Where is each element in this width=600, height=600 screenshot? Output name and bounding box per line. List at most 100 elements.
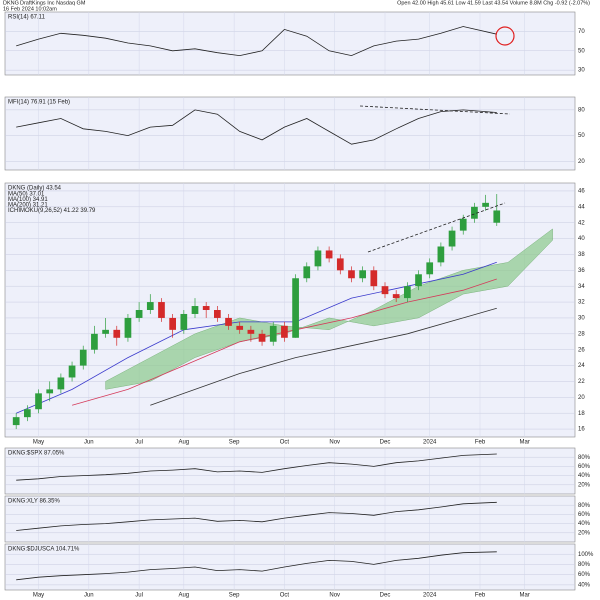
legend-entry: ICHIMOKU(9,26,52) 41.22 39.79	[8, 208, 96, 214]
indicator-line	[16, 26, 497, 57]
x-tick-label: Feb	[475, 593, 486, 599]
candle-body	[158, 302, 165, 318]
candle-body	[24, 409, 31, 418]
y-tick-label: 50	[578, 133, 585, 139]
x-tick-label: Dec	[380, 593, 391, 599]
candle-body	[236, 325, 244, 330]
x-tick-label: Mar	[520, 593, 530, 599]
x-tick-label: 2024	[423, 440, 437, 446]
candle-body	[146, 302, 154, 310]
y-tick-label: 20%	[578, 530, 591, 536]
y-tick-label: 30	[578, 316, 585, 322]
x-tick-label: Nov	[329, 593, 340, 599]
date: 16 Feb 2024 10:02am	[3, 6, 57, 12]
candle-body	[415, 274, 422, 287]
y-tick-label: 40%	[578, 582, 591, 588]
candle-body	[437, 246, 445, 263]
y-tick-label: 50	[578, 48, 585, 54]
candle-body	[57, 377, 65, 390]
candle-body	[225, 317, 232, 326]
y-tick-label: 20%	[578, 482, 591, 488]
indicator-line	[16, 551, 497, 581]
candle-body	[426, 262, 434, 275]
indicator-line	[16, 501, 497, 531]
y-tick-label: 46	[578, 189, 585, 195]
candle-body	[459, 218, 467, 231]
candle-body	[493, 210, 501, 223]
y-tick-label: 20	[578, 395, 585, 401]
y-tick-label: 22	[578, 379, 585, 385]
panel-label: DKNG:$SPX 87.05%	[8, 451, 65, 457]
y-tick-label: 60%	[578, 512, 591, 518]
candle-body	[325, 250, 333, 259]
y-tick-label: 44	[578, 204, 585, 210]
candle-body	[191, 306, 199, 314]
y-tick-label: 18	[578, 411, 585, 417]
moving-average	[16, 261, 497, 414]
x-tick-label: Aug	[178, 440, 189, 446]
y-tick-label: 34	[578, 284, 585, 290]
y-tick-label: 40	[578, 236, 585, 242]
indicator-line	[16, 109, 497, 145]
x-tick-label: Sep	[229, 440, 240, 446]
panel-frame	[4, 447, 576, 495]
x-tick-label: May	[33, 593, 44, 599]
candle-body	[336, 258, 344, 271]
panel-frame	[4, 96, 576, 171]
symbol: DKNG	[3, 0, 19, 6]
candle-body	[381, 286, 389, 295]
candle-body	[404, 286, 411, 299]
trendline	[359, 105, 511, 115]
x-tick-label: Jun	[84, 440, 94, 446]
x-tick-label: Jun	[84, 593, 94, 599]
y-tick-label: 70	[578, 29, 585, 35]
company: DraftKings Inc Nasdaq GM	[20, 0, 86, 6]
candle-body	[314, 250, 322, 267]
panel-label: MFI(14) 76.91 (15 Feb)	[8, 100, 70, 106]
x-tick-label: Feb	[475, 440, 486, 446]
candle-body	[258, 333, 266, 342]
candle-body	[359, 270, 366, 279]
candle-body	[392, 294, 400, 299]
candle-body	[448, 230, 456, 247]
x-tick-label: Nov	[329, 440, 340, 446]
candle-body	[303, 266, 311, 279]
candle-body	[269, 325, 277, 342]
y-tick-label: 38	[578, 252, 585, 258]
y-tick-label: 80%	[578, 455, 591, 461]
x-tick-label: Dec	[380, 440, 391, 446]
x-tick-label: May	[33, 440, 44, 446]
x-tick-label: Oct	[280, 440, 290, 446]
candle-body	[102, 329, 109, 334]
x-tick-label: Sep	[229, 593, 240, 599]
ichimoku-cloud	[105, 228, 553, 390]
moving-average	[150, 307, 497, 406]
y-tick-label: 28	[578, 331, 585, 337]
y-tick-label: 32	[578, 300, 585, 306]
candle-body	[113, 329, 121, 338]
y-tick-label: 26	[578, 347, 585, 353]
y-tick-label: 20	[578, 159, 585, 165]
trendline	[367, 202, 506, 253]
candle-body	[482, 202, 489, 207]
indicator-line	[16, 453, 497, 481]
candle-body	[135, 310, 143, 318]
candle-body	[124, 317, 132, 338]
panel-label: DKNG:XLY 86.35%	[8, 499, 60, 505]
candle-body	[46, 389, 54, 394]
y-tick-label: 30	[578, 68, 585, 74]
panel-frame	[4, 543, 576, 591]
x-tick-label: Mar	[520, 440, 530, 446]
y-tick-label: 36	[578, 268, 585, 274]
x-tick-label: Aug	[178, 593, 189, 599]
x-tick-label: Oct	[280, 593, 290, 599]
candle-body	[169, 317, 176, 330]
price-label: DKNG (Daily) 43.54	[8, 186, 62, 192]
candle-body	[214, 310, 221, 318]
candle-body	[180, 313, 188, 330]
x-tick-label: Jul	[135, 593, 143, 599]
candle-body	[12, 417, 20, 426]
y-tick-label: 40%	[578, 473, 591, 479]
candle-body	[370, 270, 378, 287]
